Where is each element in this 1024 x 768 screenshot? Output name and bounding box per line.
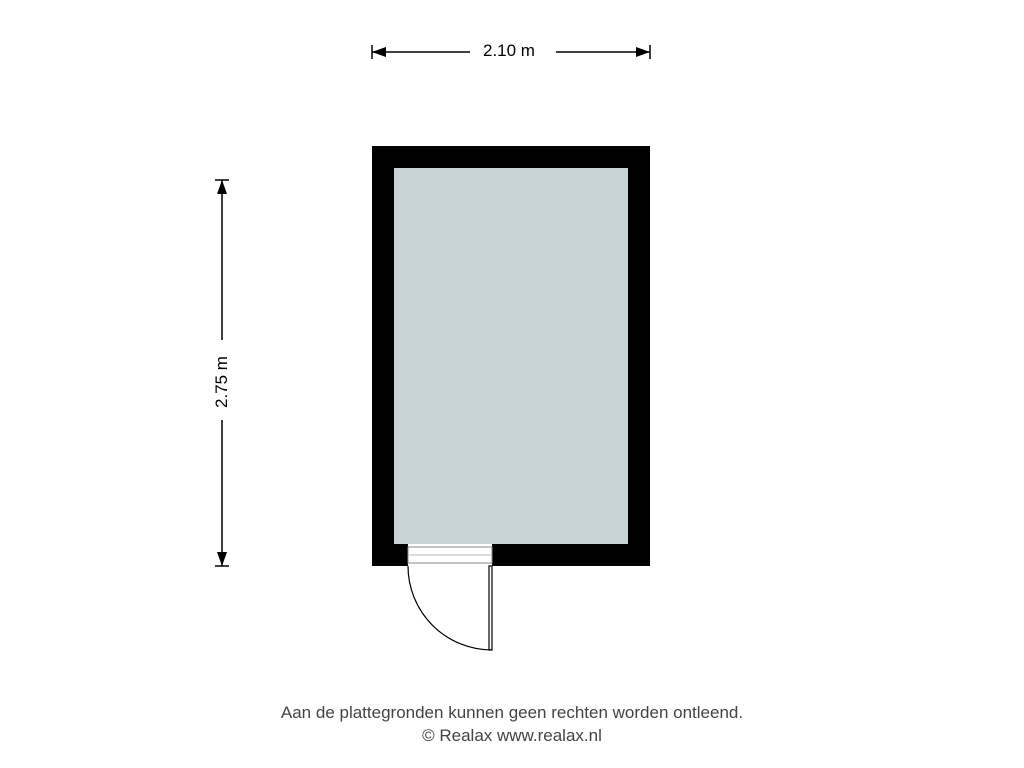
footer-disclaimer: Aan de plattegronden kunnen geen rechten… <box>0 702 1024 748</box>
floorplan-svg <box>0 0 1024 768</box>
floorplan-canvas: 2.10 m 2.75 m Aan de plattegronden kunne… <box>0 0 1024 768</box>
footer-line1: Aan de plattegronden kunnen geen rechten… <box>281 703 743 722</box>
dimension-width-label: 2.10 m <box>483 41 535 61</box>
dimension-height-label: 2.75 m <box>212 356 232 408</box>
footer-line2: © Realax www.realax.nl <box>422 726 602 745</box>
